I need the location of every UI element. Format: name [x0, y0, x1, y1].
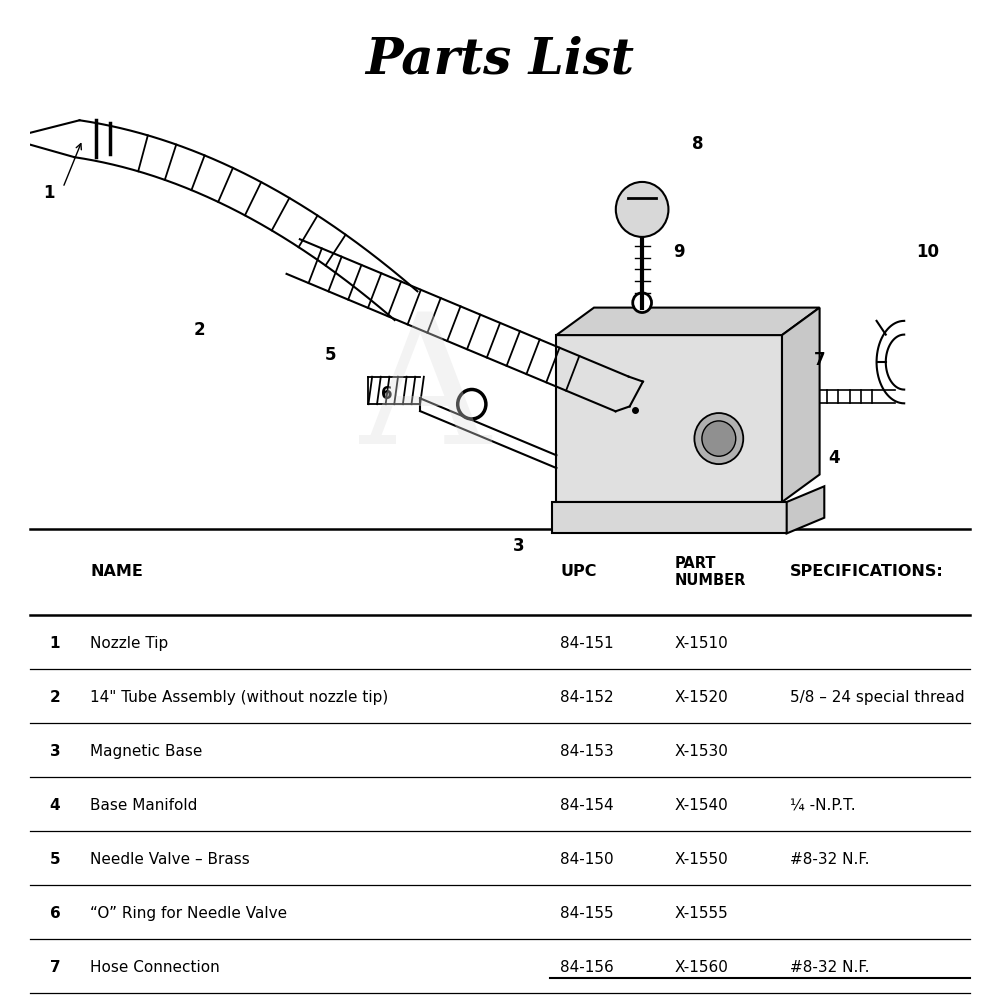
- Text: Parts List: Parts List: [366, 35, 635, 84]
- Text: 2: 2: [193, 321, 205, 339]
- Circle shape: [694, 413, 743, 464]
- Circle shape: [633, 293, 652, 313]
- Bar: [552, 502, 787, 533]
- Text: 1: 1: [50, 636, 60, 651]
- Text: 84-155: 84-155: [560, 906, 614, 921]
- Text: X-1530: X-1530: [675, 744, 729, 759]
- Polygon shape: [782, 308, 820, 502]
- Text: 5/8 – 24 special thread: 5/8 – 24 special thread: [790, 690, 965, 705]
- Text: 10: 10: [916, 243, 939, 261]
- Text: X-1550: X-1550: [675, 852, 729, 867]
- Polygon shape: [787, 486, 824, 533]
- Text: ¼ -N.P.T.: ¼ -N.P.T.: [790, 798, 856, 813]
- Text: 1: 1: [43, 184, 55, 202]
- Text: 3: 3: [50, 744, 60, 759]
- Text: 84-153: 84-153: [560, 744, 614, 759]
- Text: Needle Valve – Brass: Needle Valve – Brass: [90, 852, 250, 867]
- Text: 7: 7: [814, 351, 825, 369]
- Text: #8-32 N.F.: #8-32 N.F.: [790, 960, 870, 975]
- Text: PART
NUMBER: PART NUMBER: [675, 556, 746, 588]
- Text: 84-152: 84-152: [560, 690, 614, 705]
- Text: 14" Tube Assembly (without nozzle tip): 14" Tube Assembly (without nozzle tip): [90, 690, 388, 705]
- Text: 6: 6: [50, 906, 60, 921]
- Text: 84-154: 84-154: [560, 798, 614, 813]
- Text: 6: 6: [381, 385, 393, 403]
- Text: 9: 9: [673, 243, 684, 261]
- Text: 4: 4: [50, 798, 60, 813]
- Text: X-1510: X-1510: [675, 636, 729, 651]
- Polygon shape: [556, 308, 820, 335]
- Text: X-1560: X-1560: [675, 960, 729, 975]
- Text: 2: 2: [50, 690, 60, 705]
- Text: UPC: UPC: [560, 564, 596, 580]
- Circle shape: [616, 182, 668, 237]
- Text: 84-151: 84-151: [560, 636, 614, 651]
- Circle shape: [458, 389, 486, 419]
- Text: #8-32 N.F.: #8-32 N.F.: [790, 852, 870, 867]
- Text: X-1540: X-1540: [675, 798, 729, 813]
- Text: 5: 5: [325, 346, 337, 364]
- Text: Nozzle Tip: Nozzle Tip: [90, 636, 168, 651]
- Text: 3: 3: [513, 537, 525, 555]
- Text: 7: 7: [50, 960, 60, 975]
- Text: SPECIFICATIONS:: SPECIFICATIONS:: [790, 564, 944, 580]
- Text: 84-156: 84-156: [560, 960, 614, 975]
- Text: X-1555: X-1555: [675, 906, 729, 921]
- Text: NAME: NAME: [90, 564, 143, 580]
- Text: 84-150: 84-150: [560, 852, 614, 867]
- Text: 8: 8: [692, 135, 703, 153]
- Text: “O” Ring for Needle Valve: “O” Ring for Needle Valve: [90, 906, 287, 921]
- Circle shape: [702, 421, 736, 456]
- Text: Magnetic Base: Magnetic Base: [90, 744, 202, 759]
- Text: 4: 4: [828, 449, 840, 467]
- Text: 5: 5: [50, 852, 60, 867]
- Bar: [556, 335, 782, 502]
- Text: Hose Connection: Hose Connection: [90, 960, 220, 975]
- Text: X-1520: X-1520: [675, 690, 729, 705]
- Text: A: A: [360, 306, 490, 482]
- Text: Base Manifold: Base Manifold: [90, 798, 197, 813]
